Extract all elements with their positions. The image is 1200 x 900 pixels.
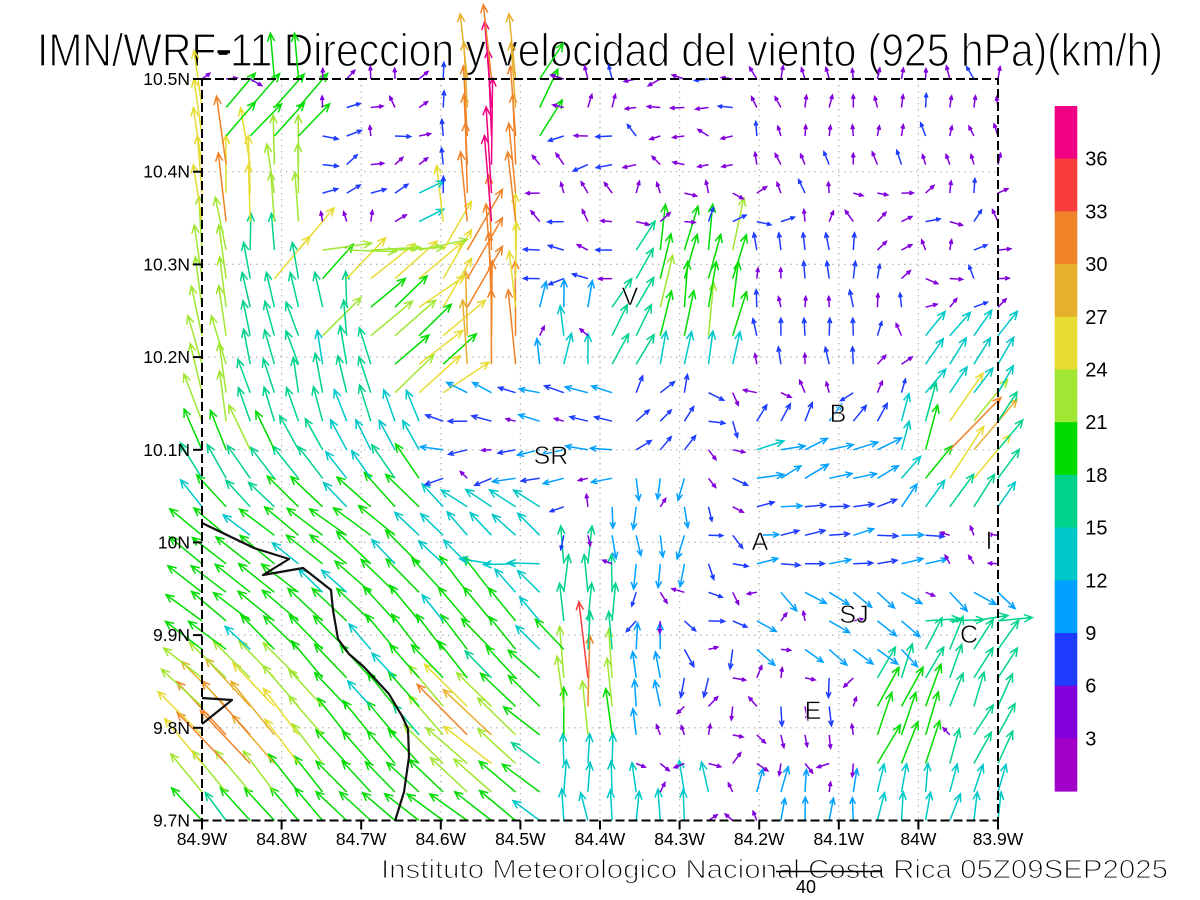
svg-text:10.4N: 10.4N <box>143 162 190 182</box>
svg-text:9.9N: 9.9N <box>153 625 190 645</box>
svg-text:27: 27 <box>1085 307 1107 329</box>
svg-text:84.8W: 84.8W <box>256 829 307 849</box>
svg-text:3: 3 <box>1085 728 1096 750</box>
svg-text:SJ: SJ <box>839 601 868 629</box>
svg-text:12: 12 <box>1085 570 1107 592</box>
svg-text:83.9W: 83.9W <box>973 829 1024 849</box>
svg-text:V: V <box>622 283 639 311</box>
svg-text:10.5N: 10.5N <box>143 69 190 89</box>
svg-text:10.1N: 10.1N <box>143 440 190 460</box>
svg-text:84.4W: 84.4W <box>575 829 626 849</box>
svg-text:10.3N: 10.3N <box>143 254 190 274</box>
svg-text:I: I <box>986 527 993 555</box>
svg-text:33: 33 <box>1085 201 1107 223</box>
svg-text:40: 40 <box>796 877 816 897</box>
svg-text:C: C <box>960 621 978 649</box>
svg-text:18: 18 <box>1085 465 1107 487</box>
svg-text:30: 30 <box>1085 254 1107 276</box>
svg-text:6: 6 <box>1085 676 1096 698</box>
svg-text:84.2W: 84.2W <box>734 829 785 849</box>
svg-text:A: A <box>752 528 769 556</box>
svg-text:24: 24 <box>1085 360 1107 382</box>
svg-text:21: 21 <box>1085 412 1107 434</box>
svg-text:15: 15 <box>1085 518 1107 540</box>
svg-text:9.7N: 9.7N <box>153 811 190 831</box>
svg-text:84W: 84W <box>900 829 936 849</box>
svg-text:84.6W: 84.6W <box>416 829 467 849</box>
svg-text:B: B <box>830 400 847 428</box>
svg-text:10.2N: 10.2N <box>143 347 190 367</box>
svg-text:9.8N: 9.8N <box>153 718 190 738</box>
svg-text:IMN/WRF-11 Direccion y velocid: IMN/WRF-11 Direccion y velocidad del vie… <box>37 24 1163 76</box>
svg-text:10N: 10N <box>158 532 190 552</box>
svg-text:84.5W: 84.5W <box>495 829 546 849</box>
svg-text:84.7W: 84.7W <box>336 829 387 849</box>
svg-text:84.3W: 84.3W <box>654 829 705 849</box>
svg-text:9: 9 <box>1085 623 1096 645</box>
svg-text:SR: SR <box>534 442 569 470</box>
svg-text:36: 36 <box>1085 149 1107 171</box>
svg-text:E: E <box>805 697 822 725</box>
svg-text:84.9W: 84.9W <box>177 829 228 849</box>
svg-text:84.1W: 84.1W <box>814 829 865 849</box>
svg-text:Instituto Meteorologico Nacion: Instituto Meteorologico Nacional Costa R… <box>381 854 1168 884</box>
